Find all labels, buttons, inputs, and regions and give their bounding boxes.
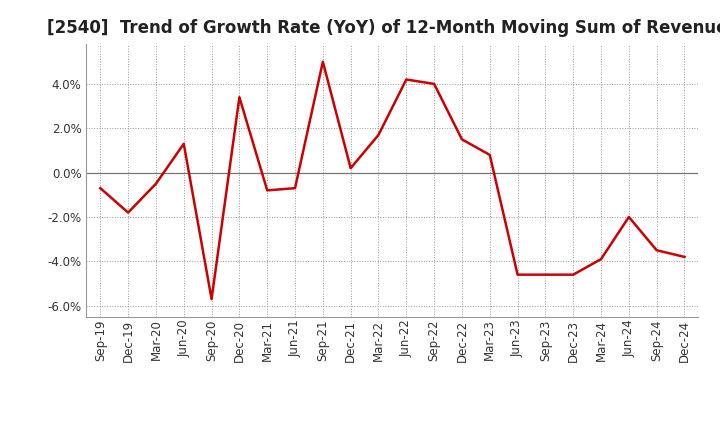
Title: [2540]  Trend of Growth Rate (YoY) of 12-Month Moving Sum of Revenues: [2540] Trend of Growth Rate (YoY) of 12-…	[48, 19, 720, 37]
